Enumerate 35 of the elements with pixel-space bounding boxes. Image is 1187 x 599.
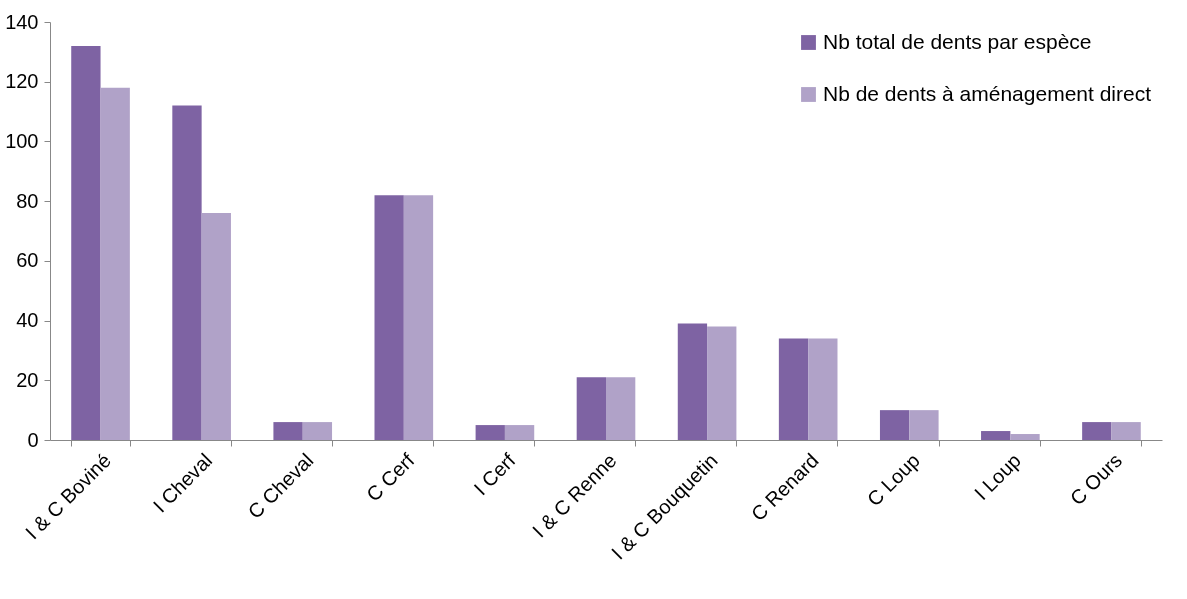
- bar: [707, 326, 737, 440]
- bar: [403, 195, 434, 440]
- bar: [1111, 422, 1141, 440]
- bar: [302, 422, 333, 440]
- x-tick-label: I Cerf: [469, 448, 520, 500]
- bar: [475, 425, 505, 440]
- bar: [677, 323, 708, 440]
- bar: [778, 338, 809, 440]
- y-tick-label: 80: [16, 189, 39, 212]
- bar: [1082, 422, 1112, 440]
- bar: [71, 45, 101, 440]
- y-tick-label: 140: [5, 10, 39, 33]
- bar: [100, 87, 130, 440]
- bar: [576, 377, 606, 440]
- bar: [201, 213, 231, 440]
- bar: [808, 338, 838, 440]
- y-tick-label: 120: [5, 70, 39, 93]
- bar: [273, 422, 303, 440]
- bar: [1010, 434, 1040, 440]
- bar: [981, 431, 1011, 440]
- y-tick-label: 100: [5, 129, 39, 152]
- x-tick-label: C Cerf: [362, 448, 419, 506]
- bar: [909, 410, 939, 440]
- bar: [172, 105, 202, 440]
- y-tick-label: 60: [16, 249, 39, 272]
- bar: [879, 410, 910, 440]
- bar: [374, 195, 404, 440]
- x-tick-label: C Ours: [1065, 449, 1127, 510]
- y-tick-label: 0: [27, 428, 39, 451]
- bar: [606, 377, 636, 440]
- y-tick-label: 20: [16, 368, 39, 391]
- legend-label: Nb total de dents par espèce: [823, 29, 1092, 53]
- bar: [504, 425, 535, 440]
- y-tick-label: 40: [16, 309, 39, 332]
- legend-label: Nb de dents à aménagement direct: [823, 81, 1152, 105]
